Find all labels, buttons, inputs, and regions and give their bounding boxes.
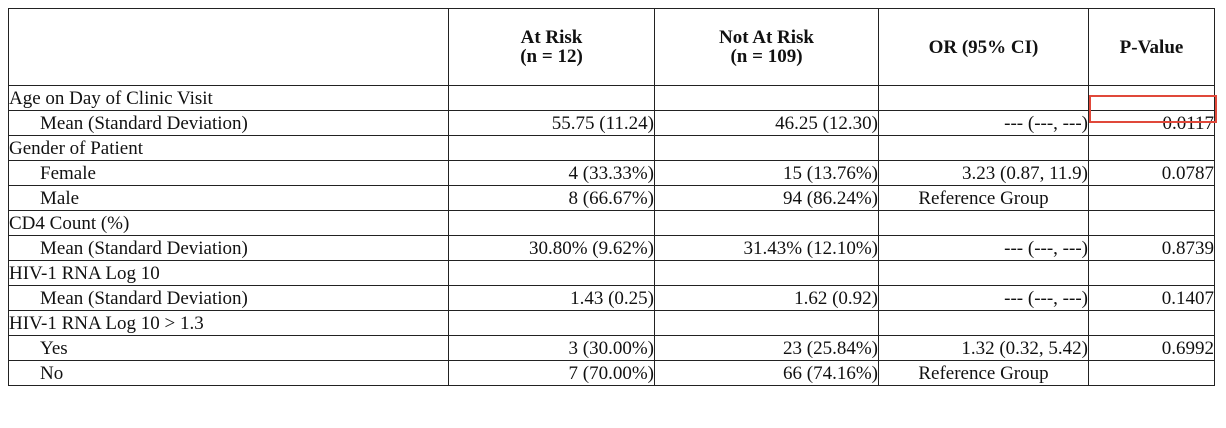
section-title: HIV-1 RNA Log 10	[8, 260, 449, 286]
highlight-box	[1089, 95, 1217, 123]
results-table: At Risk (n = 12) Not At Risk (n = 109) O…	[8, 8, 1215, 386]
not-at-risk-value: 66 (74.16%)	[654, 360, 879, 386]
or-value: 1.32 (0.32, 5.42)	[878, 335, 1089, 361]
table-row: Female 4 (33.33%) 15 (13.76%) 3.23 (0.87…	[8, 160, 1215, 186]
not-at-risk-value: 46.25 (12.30)	[654, 110, 879, 136]
table-row: Male 8 (66.67%) 94 (86.24%) Reference Gr…	[8, 185, 1215, 211]
or-value: --- (---, ---)	[878, 110, 1089, 136]
p-value: 0.8739	[1088, 235, 1215, 261]
section-row-rna-log: HIV-1 RNA Log 10	[8, 260, 1215, 286]
at-risk-value: 3 (30.00%)	[448, 335, 655, 361]
not-at-risk-value: 15 (13.76%)	[654, 160, 879, 186]
header-row: At Risk (n = 12) Not At Risk (n = 109) O…	[8, 8, 1215, 86]
header-not-at-risk: Not At Risk (n = 109)	[654, 8, 879, 86]
section-title: CD4 Count (%)	[8, 210, 449, 236]
section-row-cd4: CD4 Count (%)	[8, 210, 1215, 236]
header-at-risk: At Risk (n = 12)	[448, 8, 655, 86]
table-row: Mean (Standard Deviation) 1.43 (0.25) 1.…	[8, 285, 1215, 311]
at-risk-value: 55.75 (11.24)	[448, 110, 655, 136]
table-row: Yes 3 (30.00%) 23 (25.84%) 1.32 (0.32, 5…	[8, 335, 1215, 361]
not-at-risk-value: 23 (25.84%)	[654, 335, 879, 361]
or-value: Reference Group	[878, 185, 1089, 211]
at-risk-value: 8 (66.67%)	[448, 185, 655, 211]
p-value: 0.1407	[1088, 285, 1215, 311]
section-title: Age on Day of Clinic Visit	[8, 85, 449, 111]
row-label: Mean (Standard Deviation)	[8, 110, 449, 136]
p-value: 0.0787	[1088, 160, 1215, 186]
or-value: 3.23 (0.87, 11.9)	[878, 160, 1089, 186]
section-row-rna-threshold: HIV-1 RNA Log 10 > 1.3	[8, 310, 1215, 336]
p-value	[1088, 360, 1215, 386]
at-risk-value: 30.80% (9.62%)	[448, 235, 655, 261]
at-risk-value: 1.43 (0.25)	[448, 285, 655, 311]
p-value: 0.6992	[1088, 335, 1215, 361]
section-row-age: Age on Day of Clinic Visit	[8, 85, 1215, 111]
header-or-ci: OR (95% CI)	[878, 8, 1089, 86]
table-row: No 7 (70.00%) 66 (74.16%) Reference Grou…	[8, 360, 1215, 386]
section-title: Gender of Patient	[8, 135, 449, 161]
at-risk-value: 4 (33.33%)	[448, 160, 655, 186]
not-at-risk-value: 31.43% (12.10%)	[654, 235, 879, 261]
table-row: Mean (Standard Deviation) 55.75 (11.24) …	[8, 110, 1215, 136]
section-row-gender: Gender of Patient	[8, 135, 1215, 161]
row-label: Yes	[8, 335, 449, 361]
or-value: --- (---, ---)	[878, 285, 1089, 311]
or-value: --- (---, ---)	[878, 235, 1089, 261]
row-label: Mean (Standard Deviation)	[8, 235, 449, 261]
p-value: 0.0117	[1088, 110, 1215, 136]
not-at-risk-value: 94 (86.24%)	[654, 185, 879, 211]
row-label: Male	[8, 185, 449, 211]
row-label: Female	[8, 160, 449, 186]
header-p-value: P-Value	[1088, 8, 1215, 86]
section-title: HIV-1 RNA Log 10 > 1.3	[8, 310, 449, 336]
or-value: Reference Group	[878, 360, 1089, 386]
row-label: Mean (Standard Deviation)	[8, 285, 449, 311]
p-value	[1088, 185, 1215, 211]
header-variable	[8, 8, 449, 86]
not-at-risk-value: 1.62 (0.92)	[654, 285, 879, 311]
row-label: No	[8, 360, 449, 386]
at-risk-value: 7 (70.00%)	[448, 360, 655, 386]
table-row: Mean (Standard Deviation) 30.80% (9.62%)…	[8, 235, 1215, 261]
